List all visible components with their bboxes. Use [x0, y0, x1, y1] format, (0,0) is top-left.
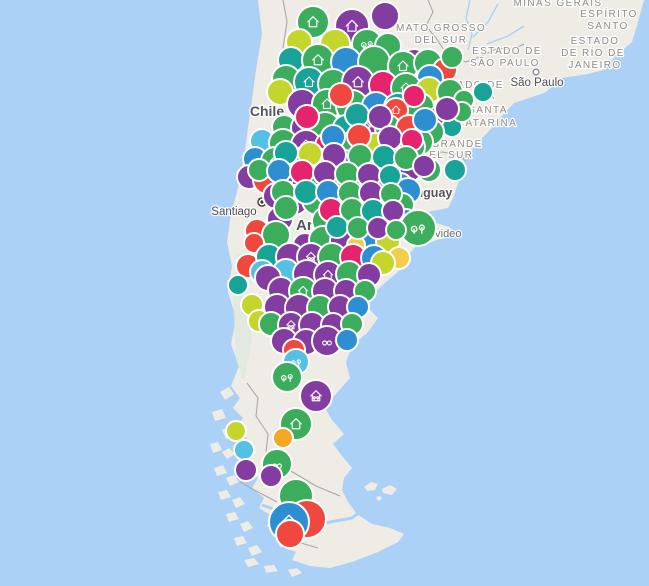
house-icon	[345, 19, 359, 32]
river-lines	[465, 0, 525, 51]
marker-circle[interactable]	[367, 104, 393, 130]
map-marker[interactable]	[367, 104, 393, 130]
label-santa-catarina-line1: SANTA	[468, 105, 508, 116]
map-marker[interactable]	[385, 219, 407, 241]
marker-circle[interactable]	[272, 427, 294, 449]
house-icon	[303, 76, 315, 88]
marker-circle[interactable]	[234, 458, 258, 482]
marker-circle[interactable]	[233, 439, 255, 461]
trees-icon	[410, 224, 425, 234]
map-marker[interactable]	[299, 379, 333, 413]
map-marker[interactable]	[234, 458, 258, 482]
label-santiago: Santiago	[211, 206, 256, 218]
house-icon	[312, 54, 324, 66]
label-mato-grosso-line1: MATO GROSSO	[396, 23, 486, 34]
marker-circle[interactable]	[434, 96, 460, 122]
map-marker[interactable]	[325, 215, 349, 239]
marker-circle[interactable]	[225, 420, 247, 442]
map-marker[interactable]	[440, 45, 464, 69]
marker-circle[interactable]	[299, 379, 333, 413]
marker-circle[interactable]	[275, 519, 305, 549]
map-marker[interactable]	[328, 82, 354, 108]
marker-circle[interactable]	[443, 158, 467, 182]
marker-circle[interactable]	[440, 45, 464, 69]
marker-circle[interactable]	[227, 274, 249, 296]
land-falklands	[364, 482, 397, 501]
marker-circle[interactable]	[266, 158, 292, 184]
marker-circle[interactable]	[370, 1, 400, 31]
marker-circle[interactable]	[412, 107, 438, 133]
map-marker[interactable]	[412, 154, 436, 178]
map-marker[interactable]	[294, 104, 320, 130]
marker-circle[interactable]	[273, 195, 299, 221]
map-marker[interactable]	[275, 519, 305, 549]
map-marker[interactable]	[233, 439, 255, 461]
map-marker[interactable]	[346, 216, 370, 240]
map-marker[interactable]	[412, 107, 438, 133]
marker-circle[interactable]	[294, 104, 320, 130]
label-chile: Chile	[250, 103, 284, 119]
marker-circle[interactable]	[328, 82, 354, 108]
label-santa-catarina-line2: CATARINA	[457, 118, 517, 129]
label-sao-paulo-city: São Paulo	[510, 77, 563, 89]
label-estado-sao-paulo-line2: SÃO PAULO	[470, 56, 540, 69]
label-rio-janeiro-line3: JANEIRO	[568, 60, 621, 71]
label-mato-grosso-line2: DEL SUR	[415, 35, 468, 46]
map-marker[interactable]	[434, 96, 460, 122]
map-marker[interactable]	[271, 361, 303, 393]
land-islands	[210, 387, 342, 577]
marker-circle[interactable]	[271, 361, 303, 393]
marker-circle[interactable]	[259, 464, 283, 488]
house-icon	[397, 60, 409, 72]
label-minas-gerais: MINAS GERAIS	[513, 0, 602, 9]
map-marker[interactable]	[272, 427, 294, 449]
lagoons	[459, 150, 479, 195]
map-marker[interactable]	[225, 420, 247, 442]
house-icon	[391, 105, 401, 115]
house-family-icon	[310, 390, 322, 402]
marker-circle[interactable]	[472, 81, 494, 103]
map-marker[interactable]	[293, 179, 319, 205]
map-marker[interactable]	[472, 81, 494, 103]
marker-circle[interactable]	[402, 84, 426, 108]
map-marker[interactable]	[227, 274, 249, 296]
map-marker[interactable]	[259, 464, 283, 488]
map-marker[interactable]	[402, 84, 426, 108]
house-icon	[352, 76, 364, 88]
trees-icon	[360, 41, 373, 49]
map-marker[interactable]	[273, 195, 299, 221]
house-icon	[290, 418, 302, 430]
map-marker[interactable]	[266, 158, 292, 184]
sao-paulo-city-dot[interactable]	[532, 68, 540, 76]
marker-circle[interactable]	[346, 216, 370, 240]
map-marker[interactable]	[443, 158, 467, 182]
label-rio-janeiro-line1: ESTADO	[571, 36, 620, 47]
marker-circle[interactable]	[335, 328, 359, 352]
house-icon	[307, 16, 319, 28]
marker-layer	[225, 1, 494, 549]
label-espirito-santo-line1: ESPÍRITO	[580, 7, 638, 20]
marker-circle[interactable]	[412, 154, 436, 178]
marker-circle[interactable]	[293, 179, 319, 205]
trees-icon	[280, 374, 293, 382]
map-marker[interactable]	[335, 328, 359, 352]
marker-circle[interactable]	[325, 215, 349, 239]
label-rio-janeiro-line2: DE RÍO DE	[561, 46, 625, 59]
map-marker[interactable]	[370, 1, 400, 31]
label-estado-sao-paulo-line1: ESTADO DE	[472, 46, 542, 57]
face-icon	[322, 340, 332, 346]
marker-circle[interactable]	[385, 219, 407, 241]
label-espirito-santo-line2: SANTO	[587, 21, 628, 32]
